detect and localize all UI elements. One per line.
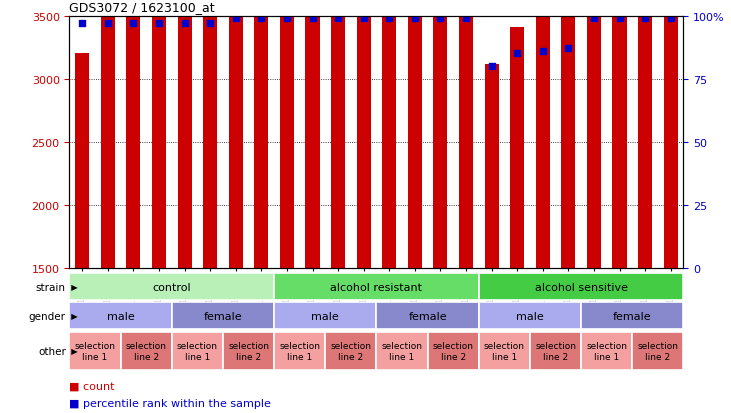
Text: selection
line 1: selection line 1 xyxy=(382,342,423,361)
Point xyxy=(461,16,472,22)
Text: strain: strain xyxy=(36,282,66,292)
Text: selection
line 2: selection line 2 xyxy=(433,342,474,361)
Point xyxy=(204,21,216,27)
Bar xyxy=(479,332,530,370)
Bar xyxy=(433,0,447,268)
Text: alcohol sensitive: alcohol sensitive xyxy=(534,282,628,292)
Bar xyxy=(485,64,499,268)
Bar xyxy=(101,0,115,268)
Point xyxy=(102,21,114,27)
Text: selection
line 2: selection line 2 xyxy=(637,342,678,361)
Bar xyxy=(638,0,652,268)
Bar xyxy=(530,332,581,370)
Point xyxy=(434,16,446,22)
Bar xyxy=(280,0,294,268)
Bar xyxy=(254,0,268,268)
Bar xyxy=(587,0,601,268)
Bar xyxy=(357,0,371,268)
Bar xyxy=(152,0,166,268)
Bar xyxy=(331,0,345,268)
Bar xyxy=(479,303,581,329)
Point xyxy=(230,16,241,22)
Text: other: other xyxy=(38,346,66,356)
Point xyxy=(178,21,190,27)
Text: gender: gender xyxy=(29,311,66,321)
Text: ▶: ▶ xyxy=(66,282,77,292)
Bar xyxy=(274,303,376,329)
Bar xyxy=(178,17,192,268)
Text: selection
line 1: selection line 1 xyxy=(484,342,525,361)
Point xyxy=(127,21,139,27)
Bar xyxy=(479,274,683,300)
Bar xyxy=(408,0,422,268)
Bar xyxy=(382,0,396,268)
Bar xyxy=(561,0,575,268)
Point xyxy=(537,48,548,55)
Point xyxy=(614,16,626,22)
Point xyxy=(383,16,395,22)
Text: female: female xyxy=(409,311,447,321)
Point xyxy=(281,16,292,22)
Bar xyxy=(75,54,89,268)
Bar xyxy=(376,303,479,329)
Point xyxy=(511,51,523,57)
Bar xyxy=(459,0,473,268)
Text: ■ count: ■ count xyxy=(69,381,115,391)
Point xyxy=(307,16,319,22)
Text: selection
line 2: selection line 2 xyxy=(535,342,576,361)
Point xyxy=(332,16,344,22)
Bar xyxy=(664,0,678,268)
Point xyxy=(664,16,676,22)
Bar xyxy=(203,0,217,268)
Text: ▶: ▶ xyxy=(66,347,77,356)
Point xyxy=(639,16,651,22)
Bar xyxy=(223,332,274,370)
Bar xyxy=(172,303,274,329)
Point xyxy=(154,21,165,27)
Bar xyxy=(536,9,550,268)
Point xyxy=(563,46,575,52)
Text: ▶: ▶ xyxy=(66,311,77,320)
Text: alcohol resistant: alcohol resistant xyxy=(330,282,423,292)
Bar xyxy=(172,332,223,370)
Bar xyxy=(376,332,428,370)
Bar xyxy=(229,0,243,268)
Bar xyxy=(306,0,319,268)
Bar xyxy=(581,303,683,329)
Text: selection
line 2: selection line 2 xyxy=(228,342,269,361)
Text: selection
line 1: selection line 1 xyxy=(177,342,218,361)
Point xyxy=(485,64,497,70)
Text: selection
line 1: selection line 1 xyxy=(279,342,320,361)
Bar xyxy=(69,303,172,329)
Text: selection
line 1: selection line 1 xyxy=(75,342,115,361)
Text: ■ percentile rank within the sample: ■ percentile rank within the sample xyxy=(69,398,271,408)
Bar xyxy=(126,4,140,268)
Point xyxy=(256,16,268,22)
Point xyxy=(409,16,421,22)
Bar xyxy=(69,274,274,300)
Text: selection
line 1: selection line 1 xyxy=(586,342,627,361)
Bar xyxy=(69,332,121,370)
Bar xyxy=(274,274,479,300)
Text: GDS3072 / 1623100_at: GDS3072 / 1623100_at xyxy=(69,1,215,14)
Bar xyxy=(121,332,172,370)
Text: male: male xyxy=(107,311,135,321)
Bar xyxy=(428,332,479,370)
Bar xyxy=(274,332,325,370)
Text: control: control xyxy=(153,282,191,292)
Bar xyxy=(581,332,632,370)
Text: selection
line 2: selection line 2 xyxy=(126,342,167,361)
Bar xyxy=(325,332,376,370)
Text: female: female xyxy=(204,311,242,321)
Text: selection
line 2: selection line 2 xyxy=(330,342,371,361)
Point xyxy=(77,21,88,27)
Bar xyxy=(510,28,524,268)
Point xyxy=(357,16,369,22)
Text: male: male xyxy=(311,311,339,321)
Text: male: male xyxy=(516,311,544,321)
Point xyxy=(588,16,599,22)
Bar xyxy=(632,332,683,370)
Text: female: female xyxy=(613,311,651,321)
Bar xyxy=(613,0,626,268)
